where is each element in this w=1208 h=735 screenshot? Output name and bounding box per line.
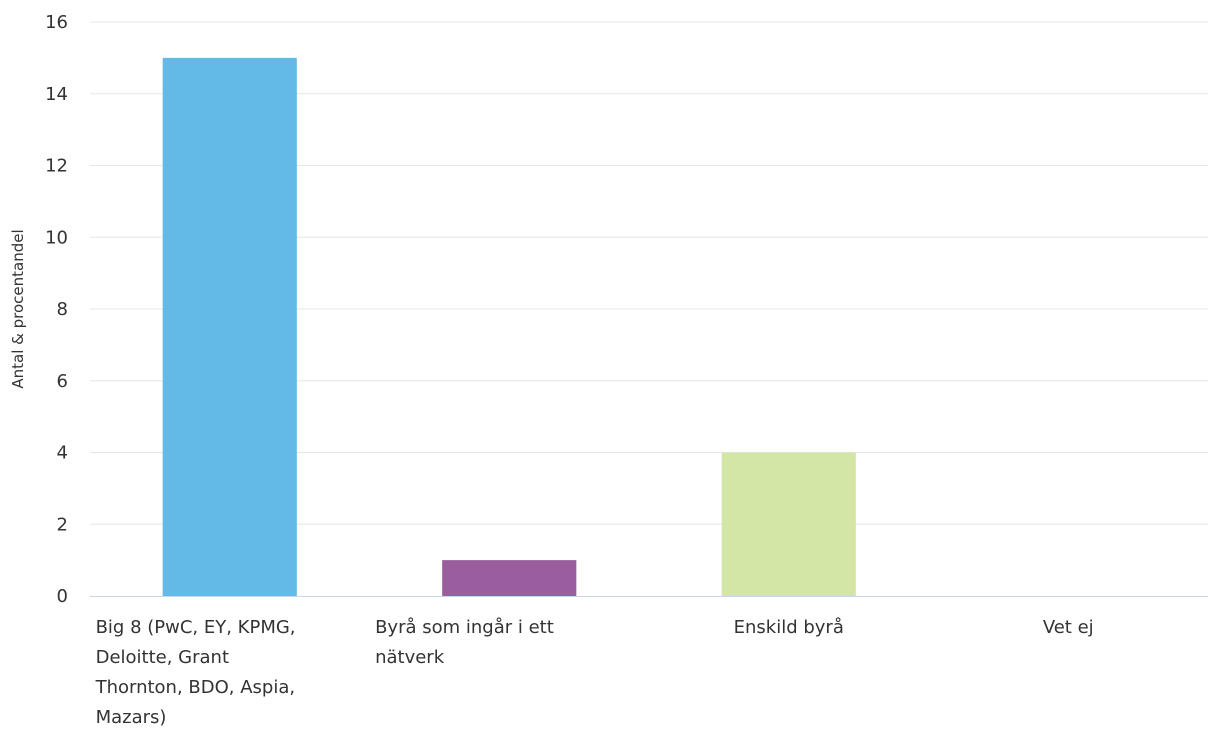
x-category-label: Enskild byrå (734, 617, 844, 638)
x-category-label-line: Byrå som ingår i ett (375, 617, 554, 638)
bars (163, 58, 856, 596)
y-tick-label: 4 (57, 443, 68, 464)
x-category-label-line: Big 8 (PwC, EY, KPMG, (96, 617, 296, 638)
x-category-label: Vet ej (1043, 617, 1094, 638)
bar[interactable] (442, 560, 576, 596)
x-category-label-line: Thornton, BDO, Aspia, (95, 677, 296, 698)
x-category-label-line: Deloitte, Grant (96, 647, 229, 668)
x-category-label: Byrå som ingår i ett nätverk (375, 617, 554, 668)
x-category-label-line: Vet ej (1043, 617, 1094, 638)
y-axis-ticks: 0 2 4 6 8 10 12 14 16 (45, 12, 68, 607)
y-tick-label: 8 (57, 299, 68, 320)
x-category-label-line: Enskild byrå (734, 617, 844, 638)
x-category-label: Big 8 (PwC, EY, KPMG, Deloitte, Grant Thor… (95, 617, 296, 728)
y-tick-label: 14 (45, 84, 68, 105)
y-tick-label: 10 (45, 227, 68, 248)
y-tick-label: 2 (57, 514, 68, 535)
x-category-label-line: Mazars) (96, 707, 167, 728)
y-tick-label: 6 (57, 371, 68, 392)
bar[interactable] (163, 58, 297, 596)
y-tick-label: 0 (57, 586, 68, 607)
x-category-label-line: nätverk (375, 647, 445, 668)
x-axis-category-labels: Big 8 (PwC, EY, KPMG, Deloitte, Grant Thor… (95, 617, 1094, 728)
y-tick-label: 12 (45, 156, 68, 177)
y-tick-label: 16 (45, 12, 68, 33)
y-axis-title: Antal & procentandel (9, 229, 27, 388)
bar[interactable] (722, 453, 856, 597)
